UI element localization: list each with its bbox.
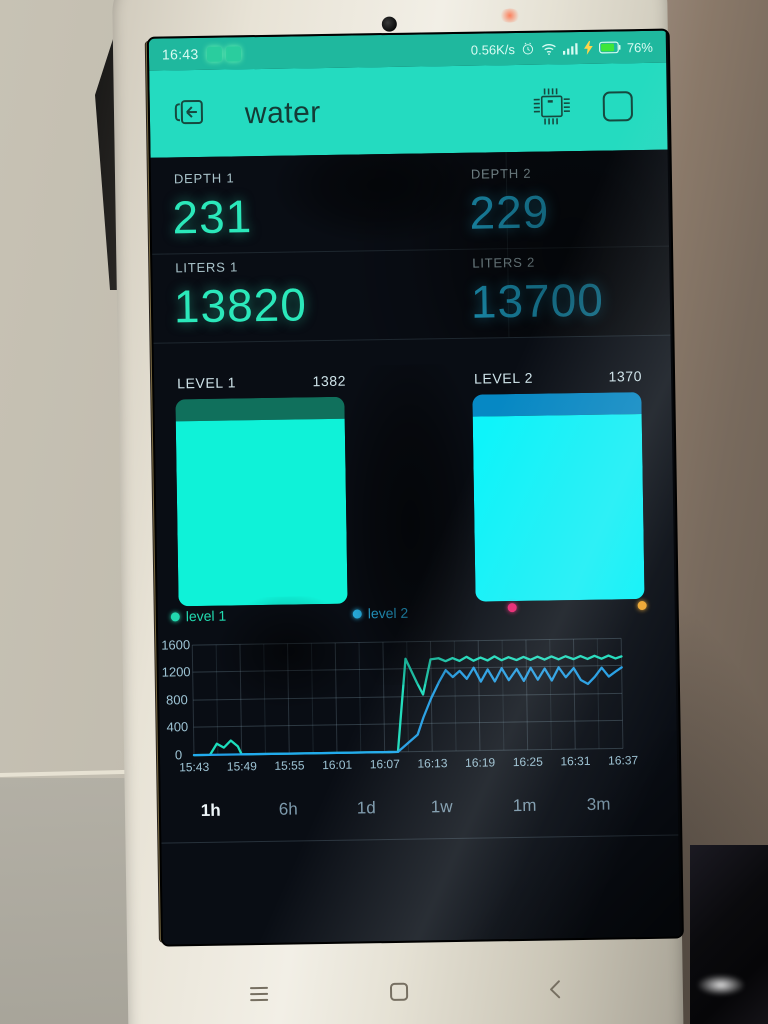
svg-text:16:01: 16:01 [322,758,353,772]
svg-text:400: 400 [166,719,188,734]
svg-text:16:19: 16:19 [465,755,496,769]
svg-text:15:55: 15:55 [274,758,305,772]
svg-text:16:37: 16:37 [608,753,639,767]
svg-text:1600: 1600 [161,637,190,652]
svg-text:16:13: 16:13 [417,756,448,770]
svg-text:1200: 1200 [162,664,191,679]
svg-text:16:07: 16:07 [370,757,401,771]
svg-text:16:31: 16:31 [560,754,591,768]
svg-text:16:25: 16:25 [513,755,544,769]
svg-text:15:43: 15:43 [179,760,210,774]
svg-text:800: 800 [166,692,188,707]
svg-text:15:49: 15:49 [227,759,258,773]
